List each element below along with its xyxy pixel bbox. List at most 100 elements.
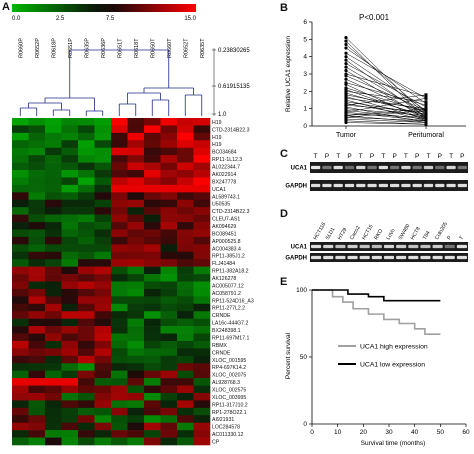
heatmap-cell: [78, 400, 95, 409]
gene-label: RP4-697K14.2: [212, 365, 246, 371]
heatmap-cell: [78, 177, 95, 186]
gene-label: XLOC_003995: [212, 395, 246, 401]
heatmap-cell: [111, 340, 128, 349]
heatmap-cell: [61, 363, 79, 371]
gel-band: [335, 255, 346, 260]
heatmap-cell: [28, 259, 46, 267]
heatmap-cell: [61, 422, 79, 431]
heatmap-cell: [61, 318, 79, 327]
heatmap-cell: [111, 207, 128, 215]
heatmap-cell: [94, 259, 112, 267]
gel-band: [333, 165, 343, 170]
heatmap-cell: [127, 214, 145, 223]
heatmap-cell: [160, 125, 178, 134]
heatmap-cell: [61, 378, 79, 386]
heatmap-cell: [12, 288, 29, 297]
gene-label: U50535: [212, 202, 230, 208]
heatmap-cell: [177, 415, 194, 424]
heatmap-cell: [177, 363, 194, 371]
heatmap-cell: [78, 370, 95, 379]
heatmap-cell: [193, 407, 211, 416]
heatmap-cell: [61, 266, 79, 275]
heatmap-cell: [78, 162, 95, 171]
heatmap-cell: [12, 303, 29, 312]
heatmap-cell: [177, 378, 194, 386]
heatmap-cell: [160, 296, 178, 305]
heatmap-cell: [177, 132, 194, 141]
gene-label: AC058791.2: [212, 291, 241, 297]
heatmap-cell: [111, 118, 128, 126]
heatmap-cell: [177, 259, 194, 267]
heatmap-cell: [111, 430, 128, 438]
gel-band: [335, 244, 346, 249]
heatmap-cell: [144, 236, 161, 245]
gel-band: [432, 255, 443, 260]
peritumoral-point: [424, 103, 428, 107]
heatmap-cell: [78, 326, 95, 334]
x-tick-label: 20: [360, 429, 368, 436]
heatmap-cell: [94, 199, 112, 208]
gene-label: CTD-2314B22.3: [212, 127, 250, 133]
heatmap-cell: [45, 214, 62, 223]
heatmap-cell: [111, 184, 128, 193]
heatmap-cell: [61, 244, 79, 253]
heatmap-cell: [45, 326, 62, 334]
tumor-point: [344, 51, 348, 55]
heatmap-cell: [111, 303, 128, 312]
heatmap-cell: [160, 207, 178, 215]
heatmap-cell: [28, 355, 46, 364]
lane-label: T: [404, 153, 408, 160]
heatmap-cell: [61, 259, 79, 267]
tumor-point: [344, 110, 348, 114]
tumor-point: [344, 77, 348, 81]
heatmap-cell: [45, 415, 62, 424]
heatmap-cell: [193, 340, 211, 349]
heatmap-cell: [127, 207, 145, 215]
heatmap-cell: [193, 244, 211, 253]
heatmap-cell: [144, 400, 161, 409]
heatmap-cell: [144, 192, 161, 201]
heatmap-cell: [12, 155, 29, 163]
y-axis-label: Percent survival: [285, 332, 292, 379]
heatmap-cell: [127, 326, 145, 334]
pair-line: [345, 122, 427, 125]
heatmap-cell: [144, 296, 161, 305]
heatmap-cell: [94, 125, 112, 134]
gene-label: UCA1: [212, 187, 226, 193]
heatmap-cell: [160, 140, 178, 149]
heatmap-cell: [144, 162, 161, 171]
heatmap-cell: [111, 236, 128, 245]
sample-label: R0652P: [35, 38, 41, 58]
heatmap-cell: [177, 422, 194, 431]
heatmap-cell: [61, 155, 79, 163]
heatmap-cell: [78, 199, 95, 208]
heatmap-cell: [144, 378, 161, 386]
gene-label: RP11-697M17.1: [212, 335, 250, 341]
x-tick-label: 30: [385, 429, 393, 436]
heatmap-cell: [160, 385, 178, 394]
heatmap-cell: [111, 155, 128, 163]
pair-line: [345, 103, 427, 118]
heatmap-cell: [160, 348, 178, 357]
heatmap-cell: [177, 140, 194, 149]
heatmap-cell: [61, 147, 79, 156]
heatmap-cell: [61, 385, 79, 394]
gel-band: [371, 255, 382, 260]
heatmap-cell: [160, 392, 178, 401]
gel-band: [344, 165, 355, 170]
heatmap-cell: [193, 229, 211, 238]
heatmap-cell: [193, 214, 211, 223]
heatmap-cell: [193, 430, 211, 438]
gene-label: RP11-524D16_A3: [212, 298, 254, 304]
heatmap-cell: [78, 363, 95, 371]
heatmap-cell: [144, 392, 161, 401]
heatmap-cell: [45, 244, 62, 253]
heatmap-cell: [111, 259, 128, 267]
heatmap-cell: [12, 370, 29, 379]
x-tick-label: 10: [334, 429, 342, 436]
x-axis-label: Survival time (months): [361, 440, 426, 447]
heatmap-cell: [144, 266, 161, 275]
heatmap-cell: [160, 281, 178, 290]
heatmap-cell: [45, 140, 62, 149]
heatmap-cell: [12, 415, 29, 424]
